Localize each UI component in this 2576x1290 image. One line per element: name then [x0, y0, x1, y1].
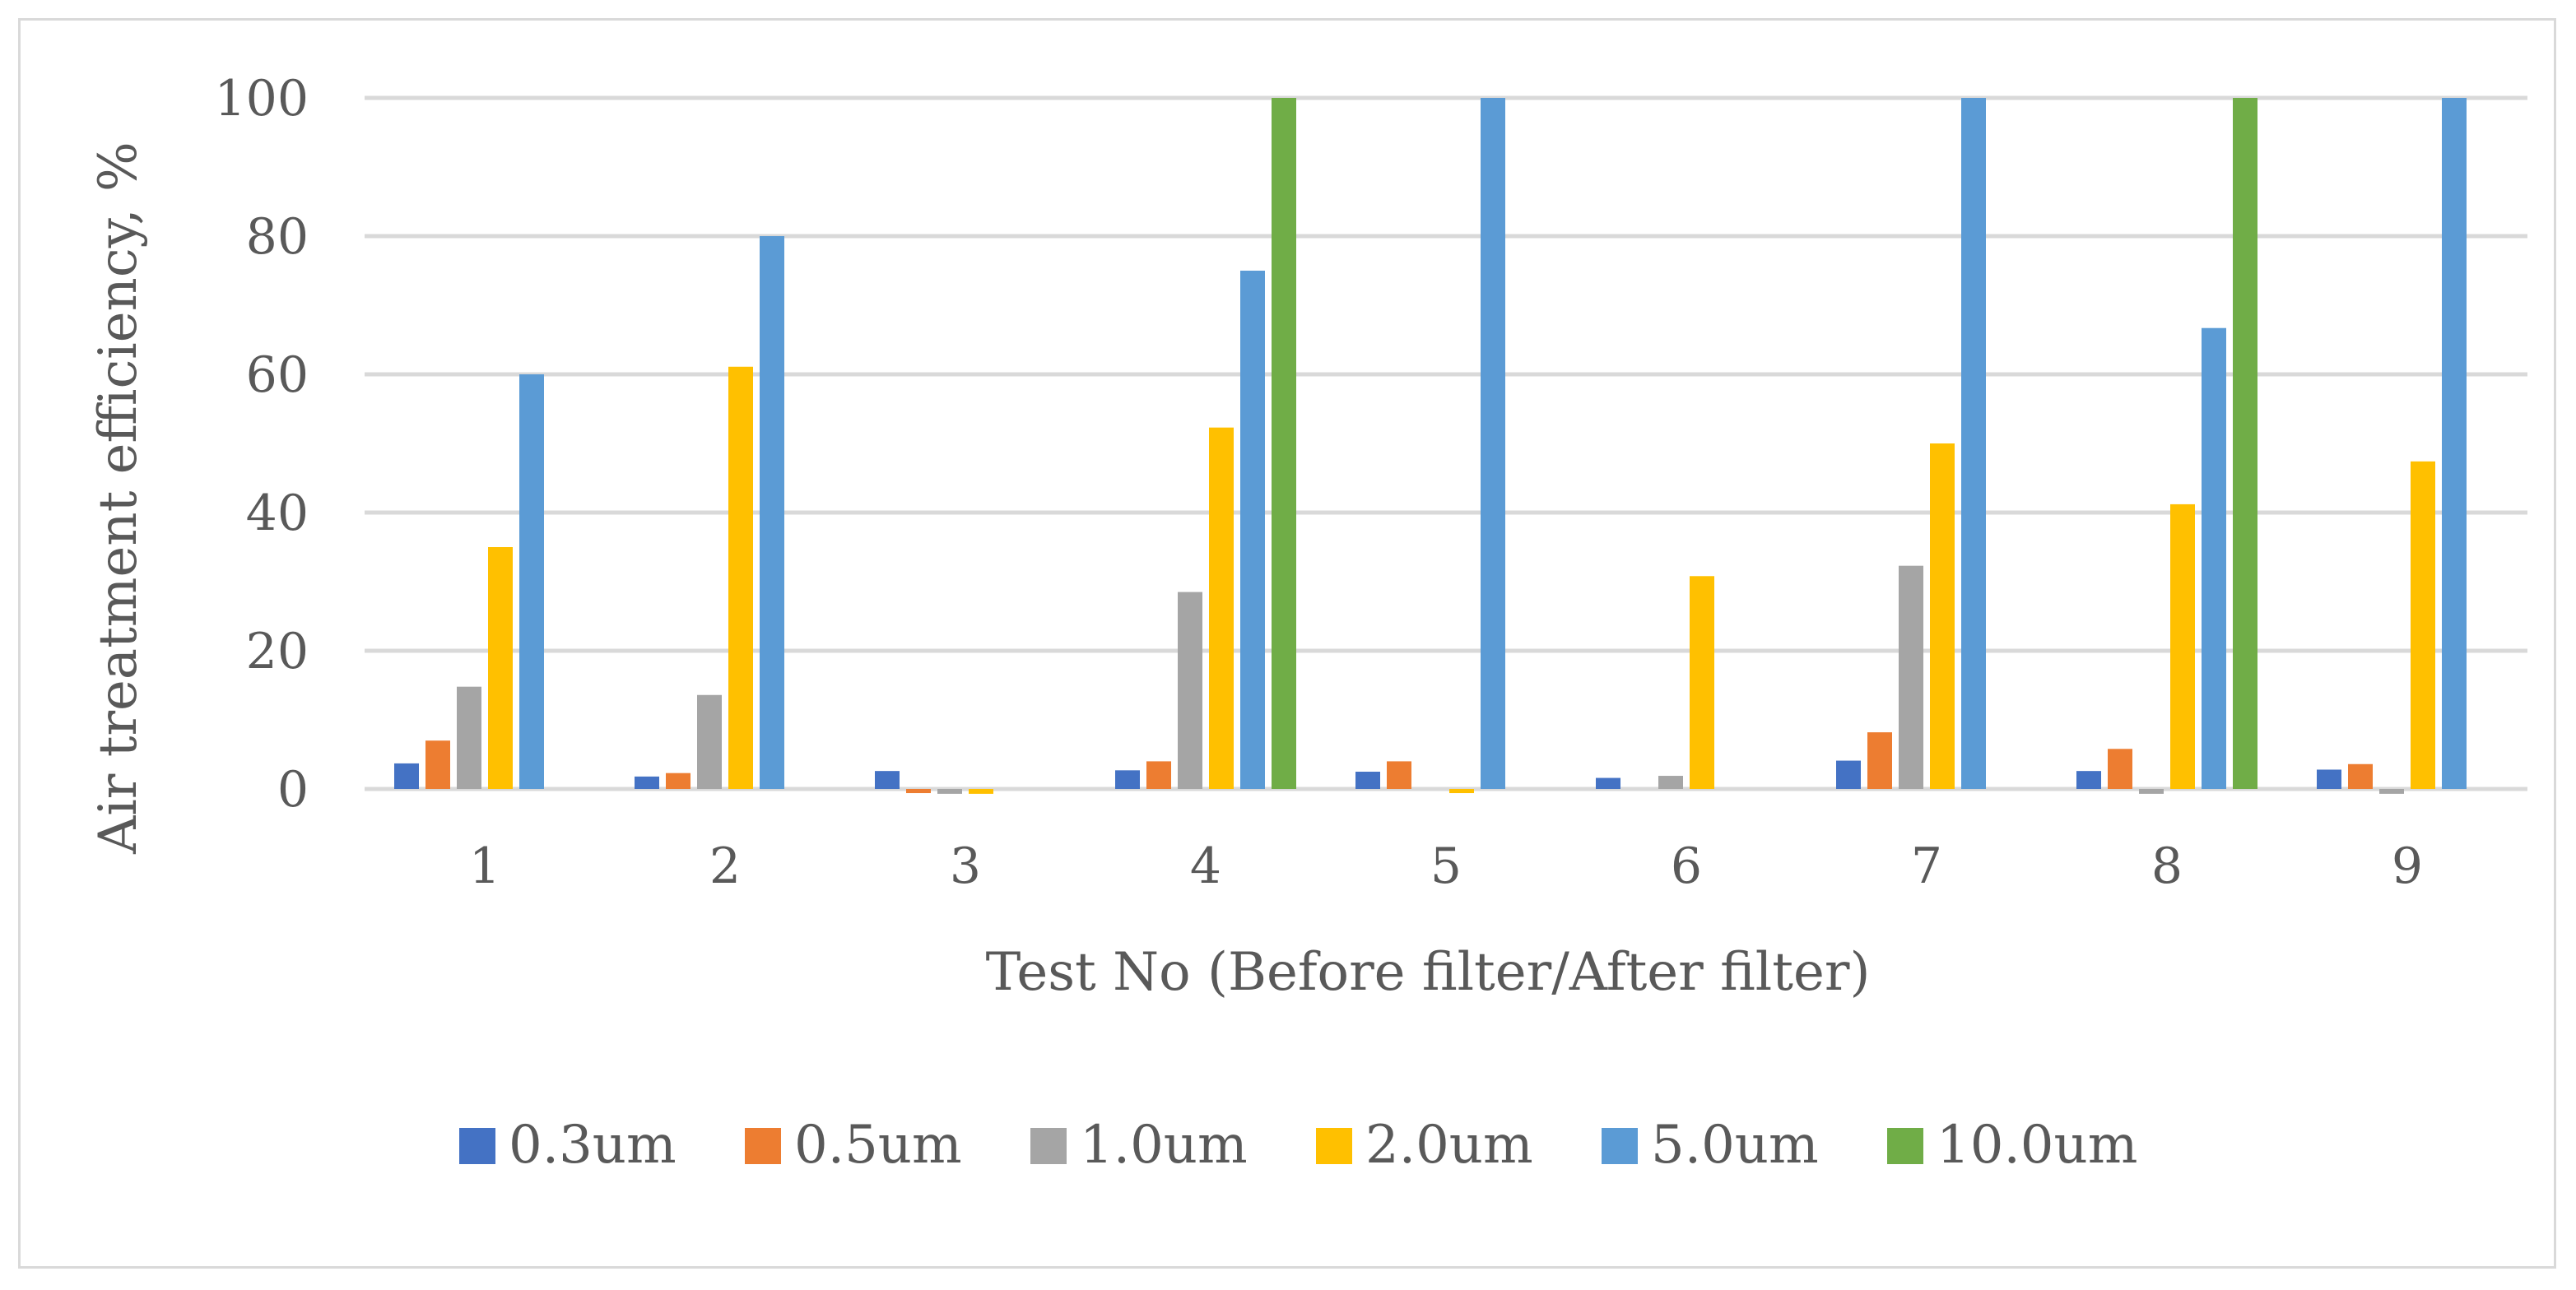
bar-5_0um-test-8 — [2202, 327, 2226, 790]
x-axis-title: Test No (Before filter/After filter) — [986, 942, 1871, 1003]
bar-5_0um-test-1 — [519, 374, 544, 789]
bar-2_0um-test-6 — [1690, 576, 1714, 789]
legend-swatch — [459, 1128, 495, 1164]
bar-2_0um-test-1 — [488, 547, 513, 789]
bar-0_3um-test-4 — [1115, 770, 1140, 789]
bar-1_0um-test-2 — [697, 694, 722, 789]
legend-swatch — [1316, 1128, 1352, 1164]
legend-label: 0.3um — [509, 1115, 677, 1176]
bar-0_5um-test-2 — [666, 773, 690, 789]
bar-1_0um-test-3 — [937, 789, 962, 794]
x-tick-label: 6 — [1671, 838, 1702, 895]
bar-0_5um-test-7 — [1867, 732, 1892, 789]
bar-10_0um-test-4 — [1272, 98, 1296, 789]
x-tick-label: 2 — [709, 838, 741, 895]
bar-0_3um-test-3 — [875, 771, 900, 789]
bar-1_0um-test-1 — [457, 686, 481, 789]
bar-0_5um-test-3 — [906, 789, 931, 794]
y-tick-label: 20 — [246, 623, 309, 680]
legend-label: 0.5um — [794, 1115, 962, 1176]
y-tick-label: 0 — [277, 761, 309, 819]
bar-1_0um-test-8 — [2139, 789, 2164, 794]
bar-0_3um-test-9 — [2317, 769, 2341, 789]
bar-5_0um-test-2 — [760, 236, 784, 789]
bar-1_0um-test-9 — [2379, 789, 2404, 794]
bar-5_0um-test-4 — [1240, 271, 1265, 789]
bar-1_0um-test-7 — [1899, 565, 1923, 789]
legend-label: 1.0um — [1080, 1115, 1248, 1176]
bar-2_0um-test-8 — [2170, 503, 2195, 789]
legend: 0.3um 0.5um 1.0um 2.0um 5.0um 10.0um — [459, 1115, 2137, 1176]
x-tick-label: 9 — [2392, 838, 2423, 895]
legend-swatch — [1887, 1128, 1923, 1164]
bar-0_5um-test-4 — [1146, 761, 1171, 789]
legend-item-5_0um: 5.0um — [1602, 1115, 1819, 1176]
legend-label: 5.0um — [1651, 1115, 1819, 1176]
bar-2_0um-test-4 — [1209, 427, 1234, 789]
x-tick-label: 8 — [2151, 838, 2183, 895]
x-tick-label: 3 — [950, 838, 981, 895]
legend-item-0_5um: 0.5um — [745, 1115, 962, 1176]
bar-2_0um-test-2 — [728, 366, 753, 789]
bar-5_0um-test-9 — [2442, 98, 2467, 789]
x-tick-label: 4 — [1190, 838, 1221, 895]
bar-1_0um-test-6 — [1658, 776, 1683, 789]
bar-0_3um-test-6 — [1596, 777, 1620, 789]
legend-item-10_0um: 10.0um — [1887, 1115, 2137, 1176]
bar-2_0um-test-9 — [2411, 461, 2435, 789]
y-tick-label: 40 — [246, 485, 309, 542]
bar-1_0um-test-4 — [1178, 592, 1202, 789]
bar-0_5um-test-9 — [2348, 763, 2373, 789]
bar-5_0um-test-7 — [1961, 98, 1986, 789]
x-tick-label: 5 — [1430, 838, 1462, 895]
bar-5_0um-test-5 — [1481, 98, 1505, 789]
bars — [394, 98, 2467, 794]
bar-2_0um-test-7 — [1930, 443, 1955, 789]
legend-label: 2.0um — [1365, 1115, 1533, 1176]
legend-item-1_0um: 1.0um — [1030, 1115, 1248, 1176]
legend-item-2_0um: 2.0um — [1316, 1115, 1533, 1176]
bar-0_3um-test-8 — [2076, 771, 2101, 789]
y-tick-label: 80 — [246, 208, 309, 266]
legend-item-0_3um: 0.3um — [459, 1115, 677, 1176]
bar-0_5um-test-1 — [425, 740, 450, 789]
y-tick-label: 100 — [214, 70, 309, 128]
y-tick-label: 60 — [246, 346, 309, 404]
legend-swatch — [1030, 1128, 1067, 1164]
x-tick-label: 7 — [1911, 838, 1942, 895]
bar-0_3um-test-2 — [635, 776, 659, 789]
chart-frame: 0 20 40 60 80 100 1 2 3 4 5 6 7 8 9 Air treatment effi… — [18, 18, 2556, 1269]
gridlines — [365, 95, 2527, 791]
legend-swatch — [745, 1128, 781, 1164]
bar-chart: 0 20 40 60 80 100 1 2 3 4 5 6 7 8 9 Air treatment effi… — [88, 70, 2527, 1176]
bar-2_0um-test-5 — [1449, 789, 1474, 794]
bar-2_0um-test-3 — [969, 789, 993, 794]
legend-swatch — [1602, 1128, 1638, 1164]
bar-10_0um-test-8 — [2233, 98, 2257, 789]
bar-0_3um-test-5 — [1355, 772, 1380, 789]
bar-0_3um-test-1 — [394, 763, 419, 789]
x-tick-label: 1 — [469, 838, 500, 895]
bar-0_5um-test-5 — [1387, 761, 1411, 789]
bar-0_3um-test-7 — [1836, 760, 1861, 789]
legend-label: 10.0um — [1937, 1115, 2137, 1176]
axes: 0 20 40 60 80 100 1 2 3 4 5 6 7 8 9 — [214, 70, 2423, 895]
y-axis-title: Air treatment efficiency, % — [88, 142, 149, 855]
bar-0_5um-test-8 — [2108, 749, 2132, 789]
